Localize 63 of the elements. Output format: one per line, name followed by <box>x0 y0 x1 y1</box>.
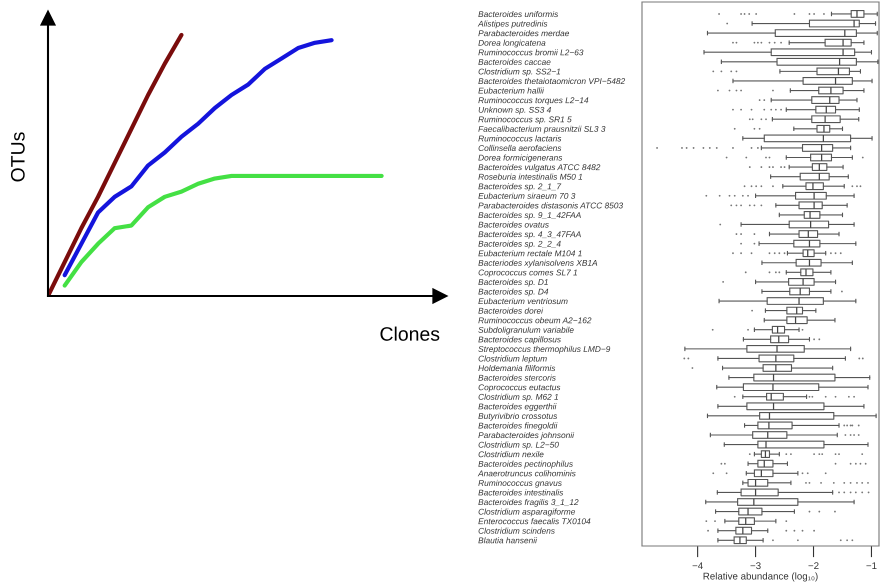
y-tick-label: Bacteroides pectinophilus <box>478 460 573 468</box>
y-tick-label: Clostridium sp. M62 1 <box>478 394 558 402</box>
y-tick-label: Bacteroides caccae <box>478 58 551 65</box>
x-tick-label: −1 <box>866 562 877 570</box>
y-tick-label: Roseburia intestinalis M50 1 <box>478 174 582 180</box>
y-tick-label: Dorea longicatena <box>478 40 546 48</box>
y-tick-label: Clostridium sp. SS2−1 <box>478 68 560 76</box>
y-tick-label: Eubacterium rectale M104 1 <box>478 250 582 256</box>
y-tick-label: Bacteroides sp. D1 <box>478 278 548 287</box>
y-tick-label: Eubacterium hallii <box>478 87 544 94</box>
y-tick-label: Clostridium sp. L2−50 <box>478 442 559 450</box>
x-tick-label: −2 <box>808 562 819 570</box>
y-tick-label: Bacteroides sp. 4_3_47FAA <box>478 231 581 239</box>
y-tick-label: Butyrivibrio crossotus <box>478 412 558 421</box>
y-tick-label: Bacteroides uniformis <box>478 10 558 18</box>
y-tick-label: Bacteroides finegoldii <box>478 422 558 430</box>
y-tick-label: Parabacteroides merdae <box>478 30 570 36</box>
x-axis-title: Clones <box>380 326 440 341</box>
y-axis-title: OTUs <box>10 132 25 182</box>
y-tick-label: Bacteroides ovatus <box>478 221 549 228</box>
y-tick-label: Clostridium nexile <box>478 451 544 458</box>
y-tick-label: Collinsella aerofaciens <box>478 144 562 152</box>
y-tick-label: Bacteroides sp. 9_1_42FAA <box>478 212 581 220</box>
y-tick-label: Ruminococcus gnavus <box>478 480 562 488</box>
y-tick-label: Bacteroides sp. D4 <box>478 288 548 296</box>
y-tick-label: Bacteroides dorei <box>478 308 544 314</box>
y-tick-label: Streptococcus thermophilus LMD−9 <box>478 346 610 354</box>
y-tick-label: Eubacterium ventriosum <box>478 298 568 304</box>
y-tick-label: Anaerotruncus colihominis <box>478 470 576 476</box>
x-tick-label: −3 <box>750 562 761 570</box>
y-tick-label: Ruminococcus sp. SR1 5 <box>478 116 572 124</box>
y-tick-label: Ruminococcus lactaris <box>478 135 562 142</box>
y-tick-label: Clostridium scindens <box>478 528 555 534</box>
x-tick-label: −4 <box>692 562 703 570</box>
y-tick-label: Bacteroides intestinalis <box>478 489 564 496</box>
y-tick-label: Ruminococcus obeum A2−162 <box>478 317 592 324</box>
y-tick-label: Subdoligranulum variabile <box>478 326 574 334</box>
y-tick-label: Bacteroides sp. 2_2_4 <box>478 240 561 248</box>
y-tick-label: Parabacteroides distasonis ATCC 8503 <box>478 202 624 208</box>
y-tick-label: Bacteroides fragilis 3_1_12 <box>478 498 579 507</box>
y-tick-label: Alistipes putredinis <box>478 20 548 28</box>
y-tick-label: Bacteroides eggerthii <box>478 403 557 412</box>
y-tick-label: Dorea formicigenerans <box>478 154 562 162</box>
y-tick-label: Eubacterium siraeum 70 3 <box>478 192 576 199</box>
y-tick-label: Enterococcus faecalis TX0104 <box>478 518 590 524</box>
y-tick-label: Faecalibacterium prausnitzii SL3 3 <box>478 126 606 134</box>
y-tick-label: Ruminococcus torques L2−14 <box>478 97 588 105</box>
y-tick-label: Bacteroides stercoris <box>478 374 556 381</box>
y-tick-label: Clostridium asparagiforme <box>478 508 576 516</box>
y-tick-label: Bacteroides vulgatus ATCC 8482 <box>478 164 600 172</box>
y-tick-label: Bacteroides thetaiotaomicron VPI−5482 <box>478 78 626 84</box>
y-tick-label: Blautia hansenii <box>478 537 538 544</box>
y-tick-label: Coprococcus eutactus <box>478 384 560 392</box>
y-tick-label: Bacteriodes xylanisolvens XB1A <box>478 260 598 268</box>
y-tick-label: Coprococcus comes SL7 1 <box>478 270 577 278</box>
y-tick-label: Bacteroides capillosus <box>478 336 561 344</box>
y-tick-label: Holdemania filiformis <box>478 364 556 372</box>
y-tick-label: Unknown sp. SS3 4 <box>478 106 551 114</box>
x-axis-title: Relative abundance (log₁₀) <box>704 572 818 582</box>
y-tick-label: Parabacteroides johnsonii <box>478 432 574 440</box>
y-tick-label: Clostridium leptum <box>478 355 547 364</box>
y-tick-label: Bacteroides sp. 2_1_7 <box>478 183 562 191</box>
y-tick-label: Ruminococcus bromii L2−63 <box>478 49 584 56</box>
